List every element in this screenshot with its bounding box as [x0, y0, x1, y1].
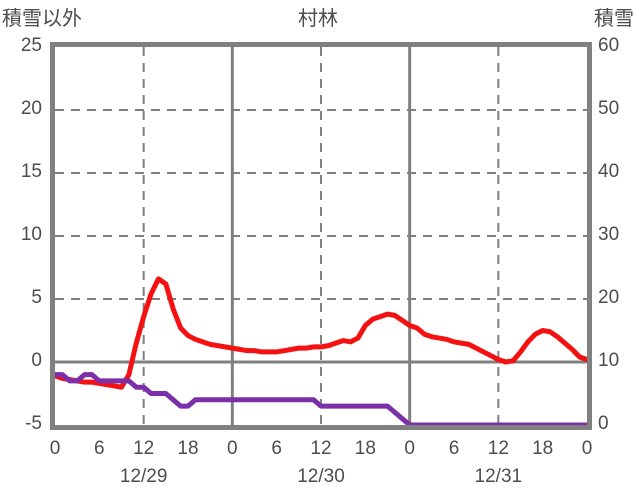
right-axis-tick-50: 50 [598, 98, 620, 119]
left-axis-caption: 積雪以外 [2, 8, 82, 30]
right-axis-tick-20: 20 [598, 287, 620, 308]
right-axis-caption: 積雪 [594, 8, 634, 30]
plot-area [50, 42, 592, 430]
page-title: 村林 [298, 8, 338, 30]
plot-inner [55, 47, 587, 425]
series-line-temperature [55, 276, 587, 390]
x-axis-tick-11: 18 [532, 438, 554, 459]
left-axis-tick-10: 10 [20, 224, 42, 245]
x-axis-tick-5: 6 [271, 438, 282, 459]
left-axis-tick-15: 15 [20, 161, 42, 182]
x-axis-tick-4: 0 [227, 438, 238, 459]
x-axis-tick-6: 12 [310, 438, 332, 459]
left-axis-tick-25: 25 [20, 35, 42, 56]
left-axis-tick-5: 5 [31, 287, 42, 308]
right-axis-tick-0: 0 [598, 413, 609, 434]
x-axis-tick-7: 18 [354, 438, 376, 459]
x-axis-tick-2: 12 [133, 438, 155, 459]
day-label-1: 12/30 [297, 466, 345, 487]
x-axis-tick-9: 6 [448, 438, 460, 459]
x-axis-tick-0: 0 [49, 438, 61, 459]
x-axis-tick-8: 0 [404, 438, 415, 459]
day-label-0: 12/29 [119, 466, 168, 487]
left-axis-tick-20: 20 [20, 98, 42, 119]
x-axis-tick-12: 0 [581, 438, 593, 459]
left-axis-tick-0: 0 [31, 350, 42, 371]
right-axis-tick-40: 40 [598, 161, 620, 182]
right-axis-tick-30: 30 [598, 224, 620, 245]
x-axis-tick-1: 6 [94, 438, 105, 459]
x-axis-tick-3: 18 [177, 438, 199, 459]
right-axis-tick-10: 10 [598, 350, 620, 371]
series-line-snow [55, 372, 587, 425]
x-axis-tick-10: 12 [487, 438, 509, 459]
day-label-2: 12/31 [474, 466, 523, 487]
left-axis-tick-minus5: -5 [25, 413, 42, 434]
right-axis-tick-60: 60 [598, 35, 620, 56]
chart-svg [55, 47, 587, 425]
